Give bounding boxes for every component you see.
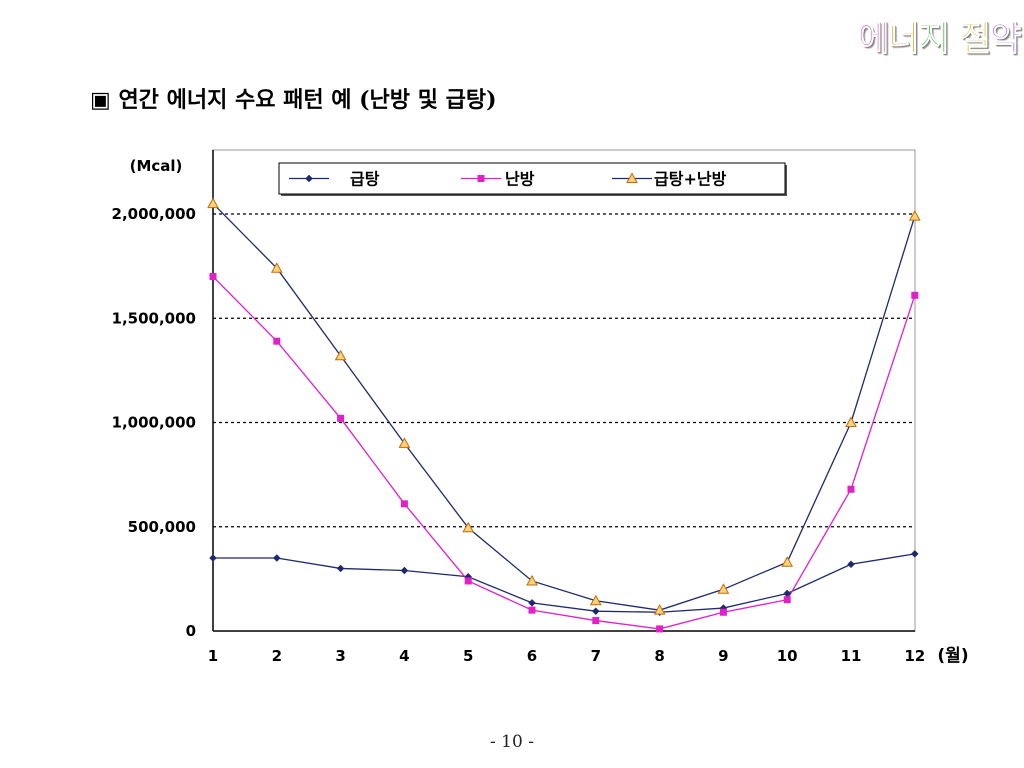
- grid-lines: [213, 213, 915, 528]
- x-tick-label: 12: [904, 647, 925, 665]
- page-heading: ▣ 연간 에너지 수요 패턴 예 (난방 및 급탕): [90, 87, 497, 113]
- series-line-0: [213, 553, 915, 613]
- data-point-series-1: [592, 617, 600, 625]
- x-tick-label: 6: [527, 647, 537, 665]
- data-point-series-1: [400, 500, 408, 508]
- y-axis-label: (Mcal): [130, 157, 183, 175]
- axes: [212, 149, 916, 632]
- x-tick-label: 1: [208, 647, 218, 665]
- data-point-series-1: [911, 291, 919, 299]
- x-tick-label: 11: [841, 647, 862, 665]
- data-point-series-1: [847, 485, 855, 493]
- y-tick-label: 1,000,000: [112, 414, 196, 432]
- data-point-series-1: [337, 414, 345, 422]
- series-markers: [207, 197, 921, 633]
- legend-label: 난방: [505, 170, 535, 189]
- data-point-series-2: [207, 197, 219, 209]
- x-axis-label: (월): [937, 646, 968, 666]
- x-tick-label: 9: [718, 647, 728, 665]
- data-point-series-2: [653, 604, 666, 615]
- legend-swatch-marker: [626, 172, 638, 183]
- data-point-series-0: [209, 554, 217, 562]
- legend-swatch-marker: [477, 175, 485, 182]
- data-point-series-1: [783, 596, 791, 604]
- data-point-series-1: [273, 337, 281, 345]
- series-line-2: [212, 203, 916, 611]
- y-tick-label: 2,000,000: [112, 205, 196, 223]
- brand-logo-char: 절: [959, 19, 991, 60]
- legend-label: 급탕: [350, 170, 380, 189]
- data-point-series-0: [272, 554, 281, 562]
- series-line-1: [212, 276, 916, 630]
- page-number: - 10 -: [490, 732, 534, 752]
- brand-logo-char: 너: [888, 19, 920, 60]
- x-tick-label: 4: [399, 647, 409, 665]
- data-point-series-1: [464, 577, 472, 585]
- data-point-series-2: [717, 583, 730, 594]
- data-point-series-1: [209, 273, 217, 281]
- data-point-series-0: [400, 566, 409, 575]
- y-tick-label: 1,500,000: [112, 309, 196, 327]
- x-tick-label: 2: [272, 647, 282, 665]
- brand-logo: 에너지 절약: [857, 16, 1021, 62]
- data-point-series-2: [908, 210, 921, 221]
- data-point-series-0: [591, 607, 600, 616]
- data-point-series-0: [847, 560, 855, 569]
- series-lines: [212, 203, 916, 630]
- legend-swatch-marker: [305, 174, 313, 183]
- brand-logo-char: 지: [918, 19, 950, 60]
- data-point-series-1: [528, 606, 536, 614]
- data-point-series-1: [719, 608, 727, 616]
- data-point-series-2: [589, 594, 602, 606]
- legend: 급탕 난방 급탕+난방: [278, 162, 787, 196]
- legend-label: 급탕+난방: [654, 170, 727, 189]
- data-point-series-2: [462, 521, 475, 533]
- data-point-series-0: [528, 598, 536, 607]
- x-tick-label: 7: [591, 647, 601, 665]
- brand-logo-char: 에: [857, 19, 889, 60]
- y-tick-label: 500,000: [128, 518, 196, 536]
- data-point-series-0: [910, 550, 919, 558]
- data-point-series-2: [526, 574, 538, 586]
- data-point-series-2: [845, 416, 857, 427]
- data-point-series-2: [781, 556, 794, 567]
- x-tick-label: 3: [335, 647, 345, 665]
- x-tick-label: 8: [654, 647, 664, 665]
- data-point-series-0: [336, 564, 345, 573]
- y-tick-label: 0: [186, 622, 196, 640]
- legend-box: [278, 162, 786, 195]
- data-point-series-2: [334, 349, 347, 361]
- x-tick-label: 10: [777, 647, 798, 665]
- data-point-series-1: [656, 625, 664, 633]
- data-point-series-2: [398, 437, 411, 448]
- data-point-series-2: [270, 262, 283, 273]
- x-tick-label: 5: [463, 647, 473, 665]
- brand-logo-char: 약: [989, 19, 1021, 60]
